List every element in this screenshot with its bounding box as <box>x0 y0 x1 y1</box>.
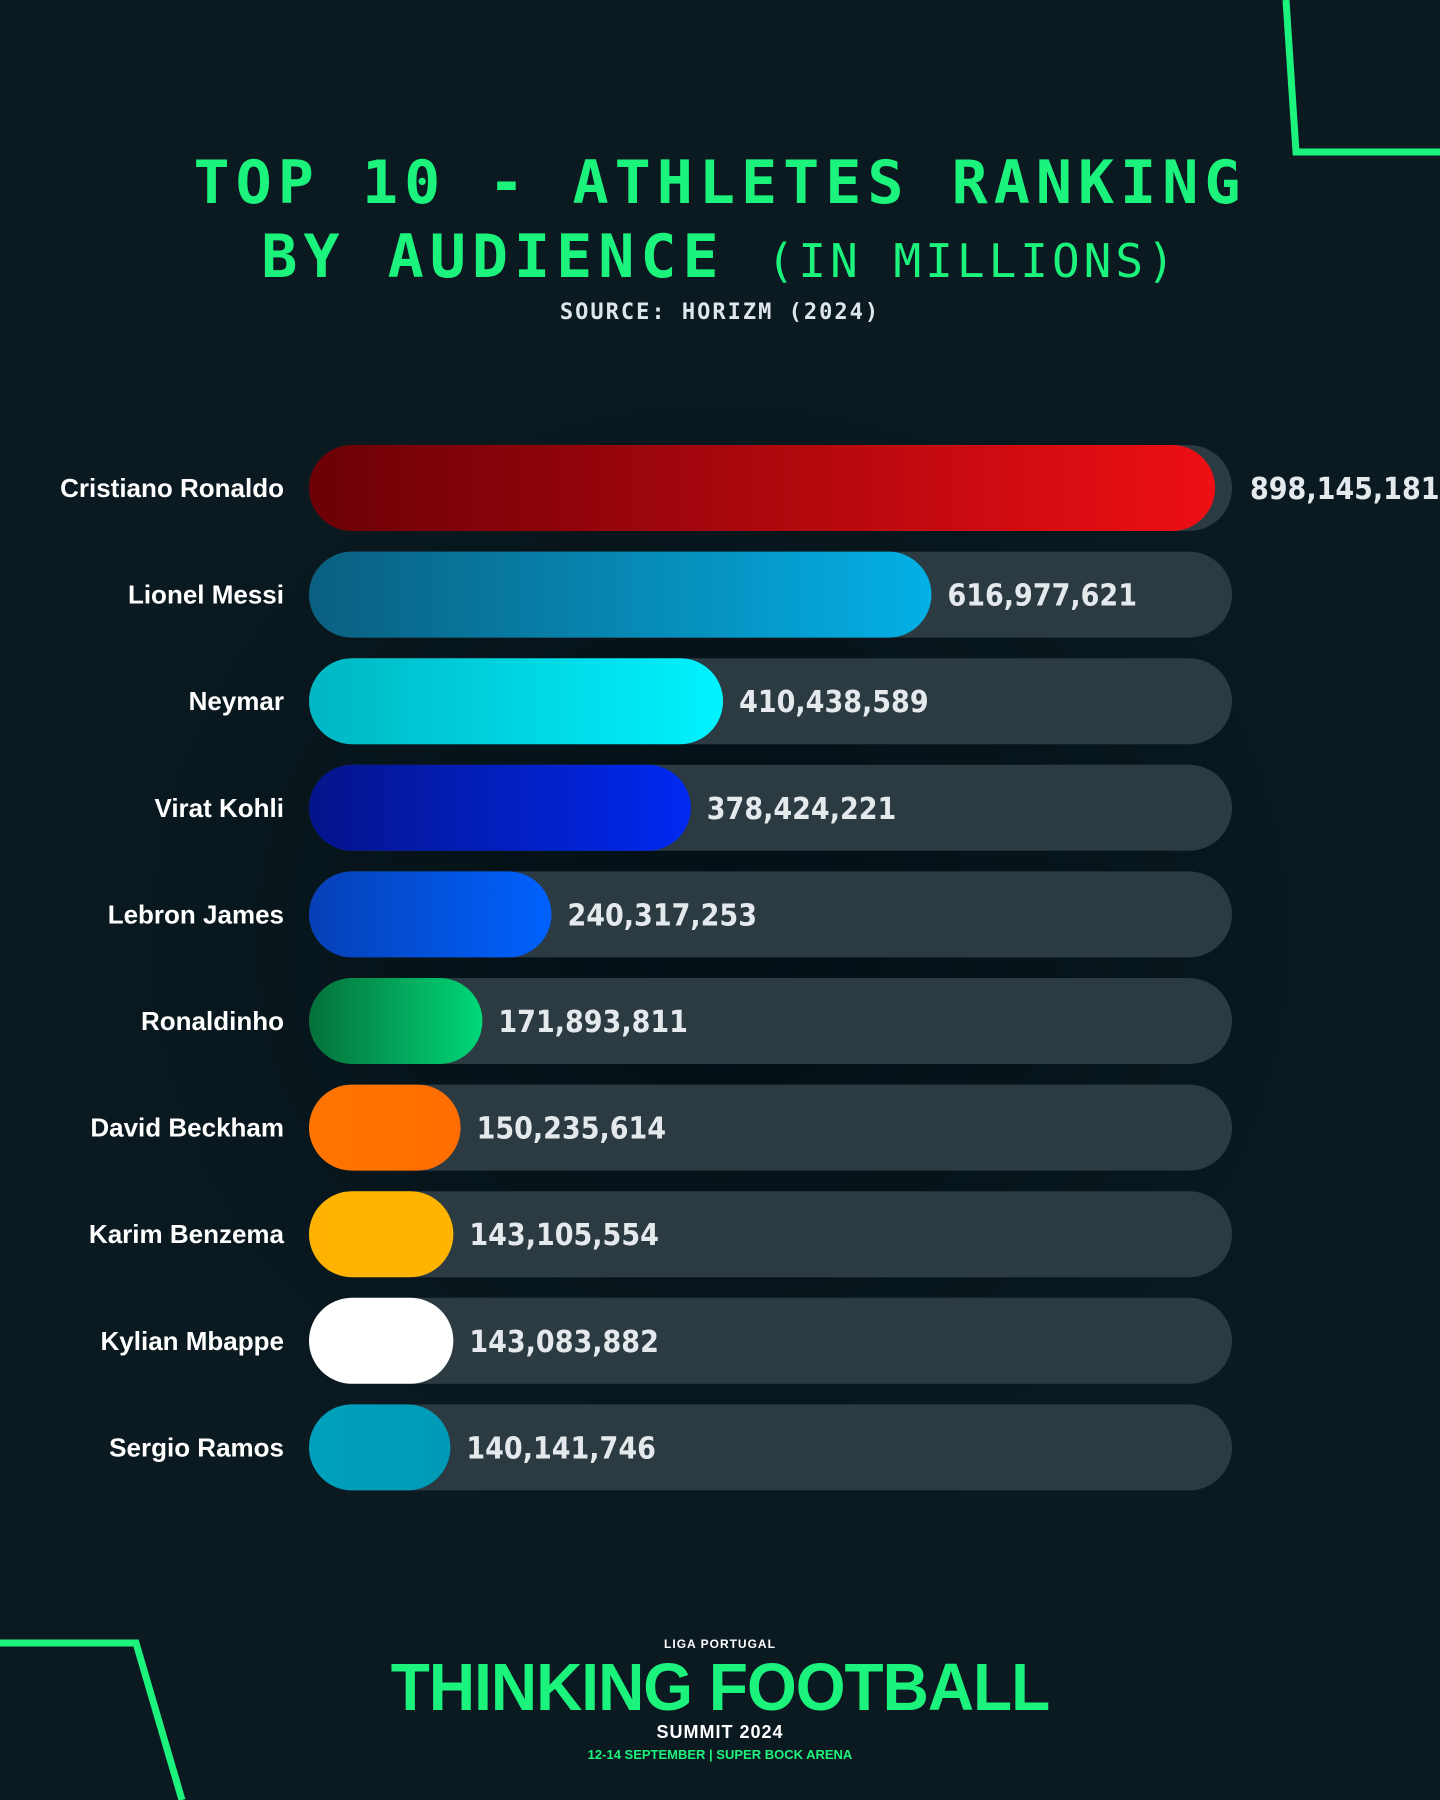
chart-title-line2: BY AUDIENCE (IN MILLIONS) <box>0 222 1440 292</box>
category-label: Ronaldinho <box>141 1006 284 1036</box>
value-label: 140,141,746 <box>466 1431 656 1466</box>
value-label: 240,317,253 <box>567 898 757 933</box>
category-label: Sergio Ramos <box>109 1432 284 1462</box>
bar-track <box>309 1084 1232 1171</box>
bar <box>309 445 1216 531</box>
category-label: Lionel Messi <box>128 580 284 610</box>
summit-label: SUMMIT 2024 <box>656 1722 784 1742</box>
bar <box>309 871 552 958</box>
value-label: 143,083,882 <box>469 1325 659 1360</box>
value-label: 143,105,554 <box>469 1218 659 1253</box>
thinking-football-logo: THINKING FOOTBALL <box>390 1649 1050 1725</box>
bar <box>309 1084 461 1171</box>
bar <box>309 1404 451 1491</box>
bar <box>309 551 932 638</box>
bar-track <box>309 978 1232 1064</box>
value-label: 898,145,181 <box>1250 472 1440 507</box>
value-label: 378,424,221 <box>707 792 897 827</box>
category-label: Virat Kohli <box>154 793 284 823</box>
bar <box>309 1297 454 1384</box>
bar <box>309 978 483 1064</box>
category-label: Karim Benzema <box>89 1219 285 1249</box>
value-label: 171,893,811 <box>498 1005 688 1040</box>
chart-title-unit: (IN MILLIONS) <box>766 234 1179 288</box>
bar <box>309 764 691 851</box>
bar <box>309 1191 454 1278</box>
chart-source: SOURCE: HORIZM (2024) <box>559 300 881 325</box>
category-label: Cristiano Ronaldo <box>60 473 284 503</box>
event-dates: 12-14 SEPTEMBER | SUPER BOCK ARENA <box>587 1747 853 1762</box>
chart-title-main: BY AUDIENCE <box>261 222 725 292</box>
category-label: Lebron James <box>108 899 284 929</box>
liga-portugal-logo: LIGA PORTUGAL <box>664 1637 776 1651</box>
value-label: 616,977,621 <box>947 579 1137 614</box>
category-label: Kylian Mbappe <box>101 1326 284 1356</box>
bar-track <box>309 1404 1232 1491</box>
value-label: 150,235,614 <box>477 1112 667 1147</box>
bar-track <box>309 1297 1232 1384</box>
chart-title-line1: TOP 10 - ATHLETES RANKING <box>193 148 1247 218</box>
category-label: David Beckham <box>90 1113 284 1143</box>
category-label: Neymar <box>189 686 284 716</box>
bar <box>309 658 724 745</box>
bar-track <box>309 1191 1232 1278</box>
value-label: 410,438,589 <box>739 685 929 720</box>
